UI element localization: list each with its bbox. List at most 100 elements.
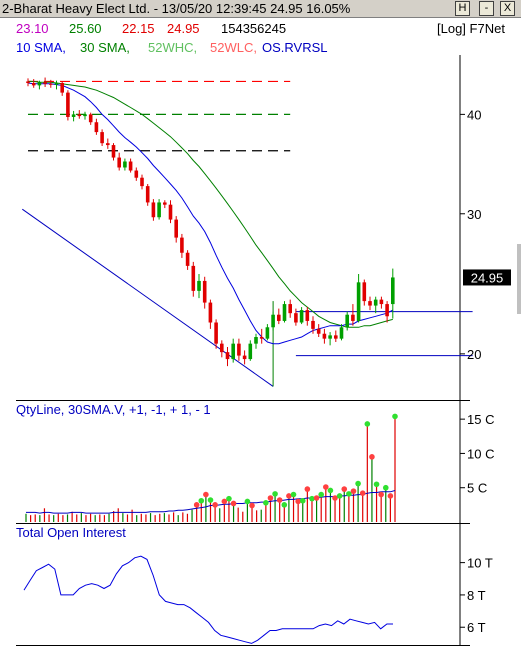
candle [128, 161, 133, 171]
candle [26, 81, 30, 84]
candle [123, 161, 127, 168]
candle [265, 327, 270, 339]
volume-marker [281, 502, 288, 508]
candle [111, 145, 116, 158]
candle [83, 114, 87, 117]
candle [100, 132, 104, 144]
volume-marker [203, 491, 209, 498]
candle [391, 277, 395, 305]
volume-marker [350, 488, 357, 494]
high-price: 25.60 [69, 21, 102, 36]
candle [202, 280, 207, 303]
close-button[interactable]: X [500, 1, 515, 16]
volume-tick-label: 5 C [467, 481, 487, 496]
osr-legend[interactable]: OS.RVRSL [262, 40, 328, 55]
candle [385, 304, 389, 317]
price-tick-label: 30 [467, 207, 481, 222]
candle [322, 333, 327, 339]
volume-panel[interactable] [25, 413, 398, 522]
price-panel[interactable] [22, 77, 473, 387]
candle [328, 335, 332, 339]
oi-tick-label: 8 T [467, 588, 486, 603]
sma10-line [27, 82, 394, 345]
candle [305, 310, 310, 321]
right-scrollbar[interactable] [517, 244, 521, 314]
volume-marker [272, 491, 278, 497]
candle [106, 143, 110, 146]
oi-axis: 10 T 8 T 6 T [460, 556, 493, 635]
volume-marker [267, 495, 274, 501]
volume-marker [193, 502, 200, 508]
candle [66, 92, 70, 117]
volume-marker [341, 486, 348, 492]
volume-marker [299, 497, 306, 504]
wlc-legend[interactable]: 52WLC, [210, 40, 257, 55]
volume-marker [318, 491, 325, 498]
trendline [22, 208, 274, 387]
whc-legend[interactable]: 52WHC, [148, 40, 198, 55]
candle [356, 282, 361, 321]
candle [373, 299, 378, 306]
candle [43, 82, 47, 84]
scale-label[interactable]: [Log] F7Net [437, 21, 505, 36]
volume-marker [313, 495, 320, 501]
candle [37, 82, 42, 86]
hotkey-button[interactable]: H [455, 1, 470, 16]
volume-value: 154356245 [221, 21, 287, 36]
candle [191, 265, 196, 291]
candle [259, 337, 264, 339]
volume-panel-title: QtyLine, 30SMA.V, +1, -1, + 1, - 1 [16, 402, 211, 417]
minimize-button[interactable]: - [479, 1, 494, 16]
candle [368, 301, 372, 306]
candle [334, 335, 338, 339]
candle [248, 343, 253, 360]
candle [134, 170, 139, 178]
candle [174, 219, 178, 238]
candle [362, 282, 367, 302]
sma30-legend[interactable]: 30 SMA, [80, 40, 130, 55]
volume-marker [387, 493, 394, 499]
candle [299, 310, 304, 323]
volume-marker [304, 486, 311, 492]
volume-marker [336, 493, 343, 499]
candle [242, 355, 247, 360]
volume-marker [230, 500, 237, 507]
volume-marker [212, 502, 218, 508]
volume-marker [359, 490, 366, 497]
candle [288, 304, 292, 314]
window-titlebar: 2-Bharat Heavy Elect Ltd. - 13/05/20 12:… [0, 0, 521, 18]
candle [168, 204, 173, 220]
oi-panel[interactable] [23, 555, 393, 644]
volume-marker [286, 493, 292, 499]
candle [237, 343, 241, 356]
candle [339, 327, 344, 339]
candle [163, 202, 167, 205]
candle [316, 328, 321, 334]
volume-marker [309, 495, 315, 502]
candle [77, 114, 82, 117]
candle [117, 157, 121, 168]
candle [31, 83, 36, 86]
last-price-label: 24.95 [471, 270, 504, 285]
volume-marker [244, 498, 251, 505]
candle [351, 314, 355, 321]
window-title: 2-Bharat Heavy Elect Ltd. - 13/05/20 12:… [2, 1, 351, 16]
oi-panel-title: Total Open Interest [16, 525, 126, 540]
open-price: 23.10 [16, 21, 49, 36]
volume-tick-label: 15 C [467, 412, 494, 427]
candle [49, 83, 53, 85]
volume-marker [373, 481, 380, 488]
sma30-line [28, 80, 393, 328]
candle [379, 299, 384, 305]
sma10-legend[interactable]: 10 SMA, [16, 40, 66, 55]
candle [197, 280, 201, 291]
candle [214, 322, 218, 344]
price-axis: 40 30 20 24.95 [460, 107, 511, 362]
candle [180, 237, 184, 253]
last-price-box [463, 269, 511, 286]
candle [157, 202, 161, 218]
volume-marker [226, 495, 232, 502]
volume-marker [198, 497, 205, 504]
candle [271, 314, 275, 328]
